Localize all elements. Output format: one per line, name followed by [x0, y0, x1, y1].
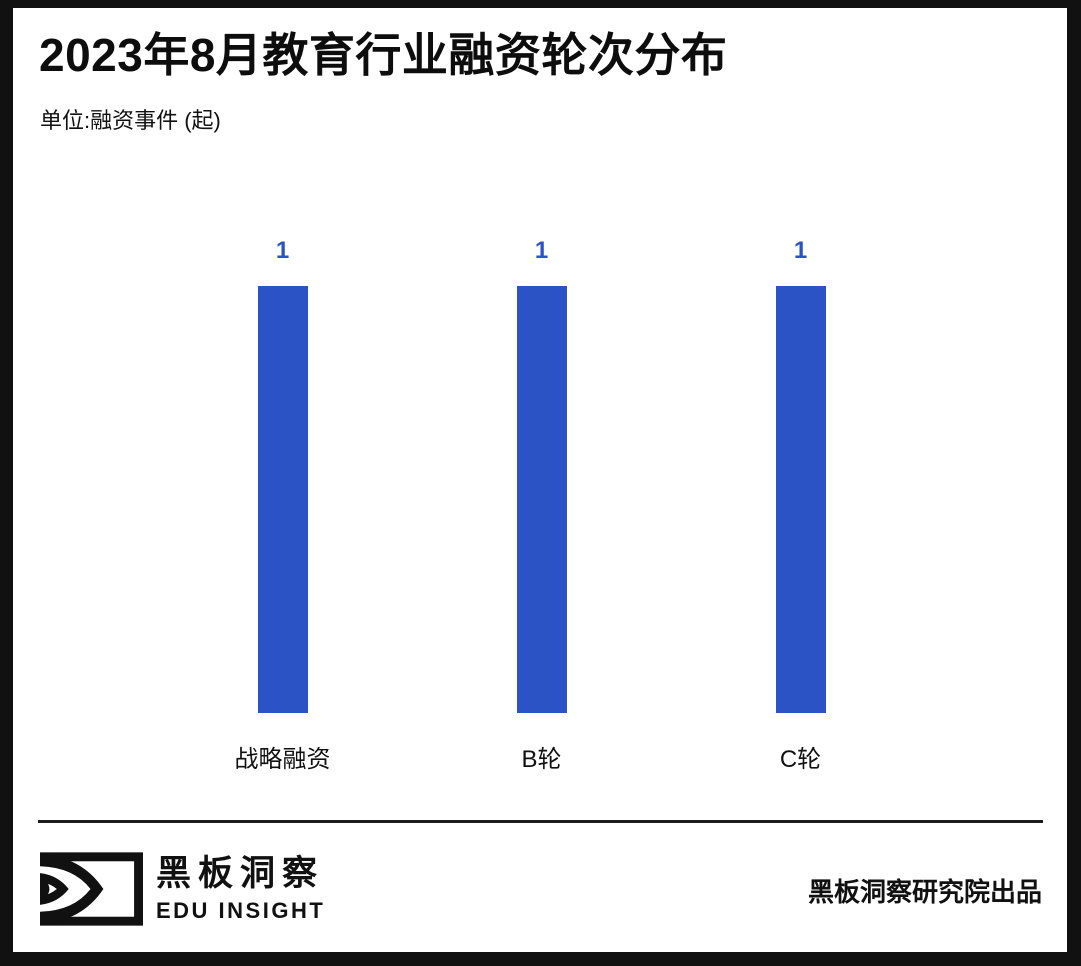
footer-divider [38, 820, 1043, 823]
bar [516, 286, 567, 713]
bar-column: 1 战略融资 [153, 230, 412, 775]
brand-text: 黑板洞察 EDU INSIGHT [156, 852, 325, 924]
bar [775, 286, 826, 713]
brand-name-zh: 黑板洞察 [156, 854, 325, 893]
bar-column: 1 C轮 [671, 230, 930, 775]
bar-chart: 1 战略融资 1 B轮 1 C轮 [153, 230, 930, 775]
bar [257, 286, 308, 713]
page-title: 2023年8月教育行业融资轮次分布 [39, 29, 728, 81]
brand-logo: 黑板洞察 EDU INSIGHT [40, 852, 325, 926]
category-label: 战略融资 [234, 746, 331, 773]
eye-logo-icon [40, 852, 143, 926]
unit-label: 单位:融资事件 (起) [40, 108, 221, 133]
bar-value-label: 1 [793, 237, 808, 264]
category-label: B轮 [521, 746, 562, 773]
brand-name-en: EDU INSIGHT [156, 898, 326, 923]
bar-value-label: 1 [534, 237, 549, 264]
category-label: C轮 [779, 746, 822, 773]
bar-column: 1 B轮 [412, 230, 671, 775]
credit-text: 黑板洞察研究院出品 [807, 877, 1042, 907]
bar-value-label: 1 [275, 237, 290, 264]
